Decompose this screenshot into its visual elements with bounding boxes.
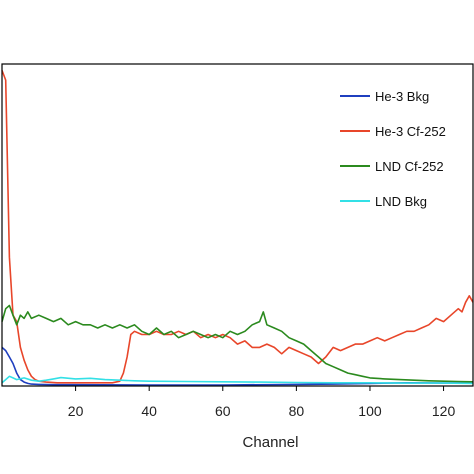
- legend-label-1: He-3 Cf-252: [375, 124, 446, 139]
- x-tick-label-3: 80: [289, 403, 305, 419]
- x-tick-label-5: 120: [432, 403, 456, 419]
- x-axis-title: Channel: [243, 434, 299, 451]
- legend-label-2: LND Cf-252: [375, 159, 444, 174]
- plot-frame: [1, 63, 474, 387]
- legend: He-3 Bkg He-3 Cf-252 LND Cf-252 LND Bkg: [340, 89, 446, 209]
- x-tick-label-4: 100: [358, 403, 382, 419]
- x-tick-label-2: 60: [215, 403, 231, 419]
- legend-label-0: He-3 Bkg: [375, 89, 429, 104]
- series-line-3: [1, 375, 474, 385]
- x-tick-label-1: 40: [141, 403, 157, 419]
- legend-label-3: LND Bkg: [375, 194, 427, 209]
- series-line-1: [1, 70, 474, 384]
- x-tick-layer: 20 40 60 80 100 120: [68, 386, 456, 419]
- axis-layer: [1, 63, 474, 387]
- series-layer: [1, 70, 474, 386]
- series-line-2: [1, 304, 474, 383]
- x-tick-label-0: 20: [68, 403, 84, 419]
